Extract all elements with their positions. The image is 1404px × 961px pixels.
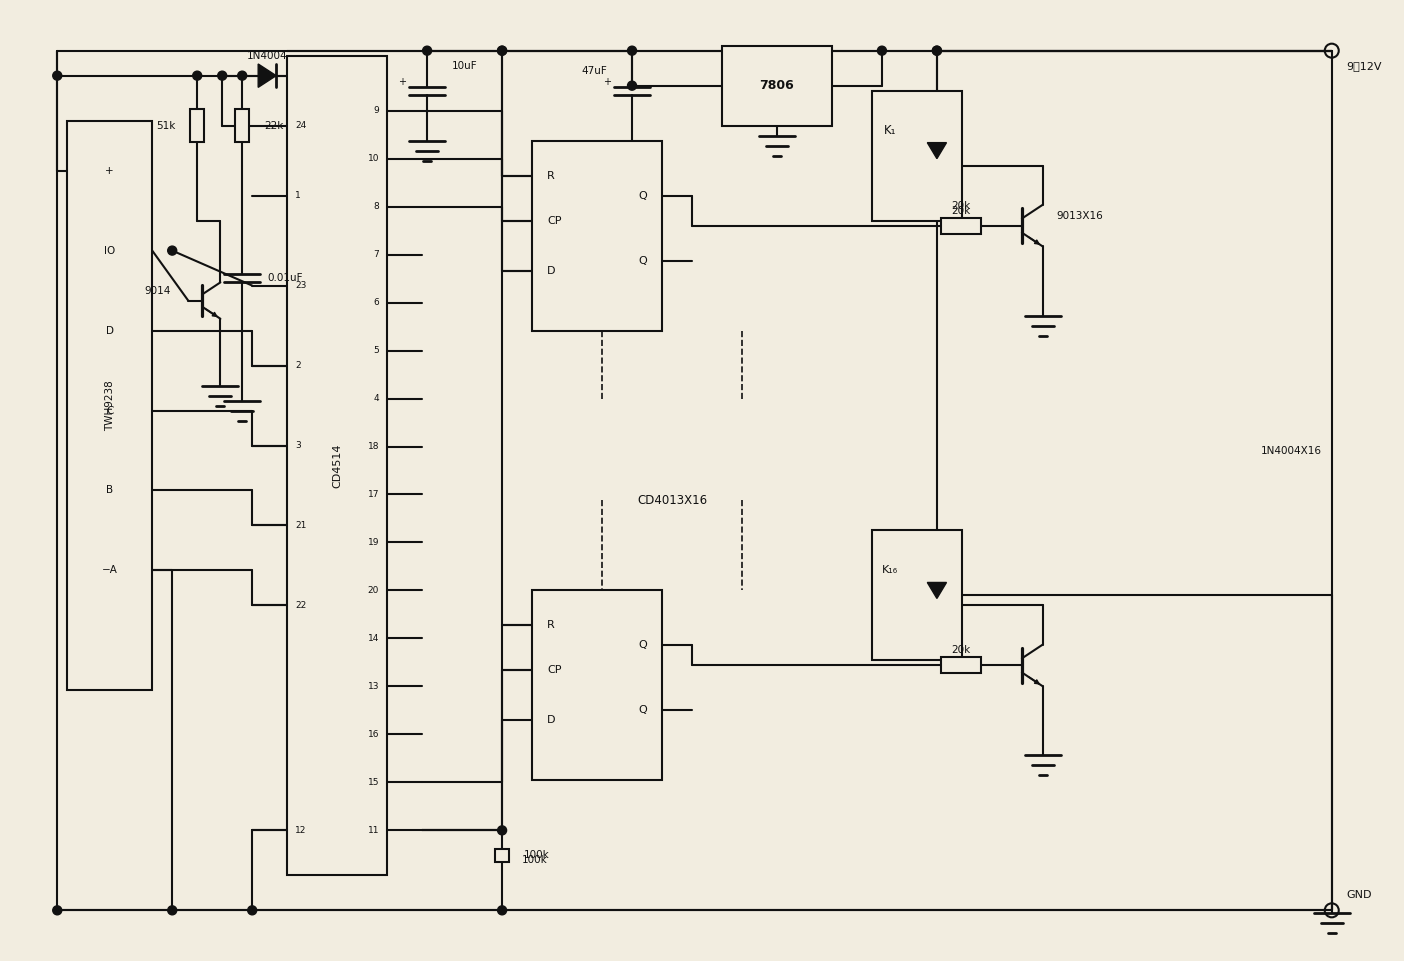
Circle shape <box>932 46 942 55</box>
Text: 8: 8 <box>373 202 379 211</box>
Text: IO: IO <box>104 246 115 256</box>
Text: 12: 12 <box>295 825 306 835</box>
Bar <box>190 109 204 142</box>
Text: 9: 9 <box>373 106 379 115</box>
Circle shape <box>497 906 507 915</box>
Text: 15: 15 <box>368 777 379 787</box>
Text: 10uF: 10uF <box>452 61 477 71</box>
Circle shape <box>628 46 636 55</box>
Text: 9014: 9014 <box>145 285 170 296</box>
Text: +: + <box>604 77 611 86</box>
Text: 0.01uF: 0.01uF <box>267 273 303 283</box>
Text: 7806: 7806 <box>760 79 795 92</box>
Text: D: D <box>548 265 556 276</box>
Text: CD4514: CD4514 <box>333 443 343 488</box>
Circle shape <box>497 46 507 55</box>
Text: 17: 17 <box>368 490 379 499</box>
Text: 11: 11 <box>368 825 379 835</box>
Text: −A: −A <box>102 565 118 576</box>
Text: 23: 23 <box>295 281 306 290</box>
Bar <box>872 90 962 221</box>
Circle shape <box>218 71 226 80</box>
Text: +: + <box>105 165 114 176</box>
Text: 9～12V: 9～12V <box>1346 61 1383 71</box>
Text: TWH9238: TWH9238 <box>105 381 115 431</box>
Text: 21: 21 <box>295 521 306 530</box>
Circle shape <box>423 46 431 55</box>
Text: Q: Q <box>639 190 647 201</box>
Bar <box>496 850 510 862</box>
Text: 22: 22 <box>295 601 306 610</box>
Text: CD4013X16: CD4013X16 <box>637 494 708 507</box>
Circle shape <box>497 46 507 55</box>
Text: 24: 24 <box>295 121 306 130</box>
Text: 6: 6 <box>373 298 379 308</box>
Text: R: R <box>548 171 555 181</box>
Text: +: + <box>399 77 406 86</box>
Text: B: B <box>107 485 114 496</box>
Circle shape <box>53 906 62 915</box>
Text: 3: 3 <box>295 441 300 450</box>
Bar <box>532 140 663 331</box>
Text: 1N4004: 1N4004 <box>247 51 288 61</box>
Text: Q̄: Q̄ <box>639 256 647 265</box>
Text: 20k: 20k <box>952 206 970 215</box>
Bar <box>288 56 388 875</box>
Text: 20k: 20k <box>952 201 970 210</box>
Text: 7: 7 <box>373 250 379 259</box>
Text: 100k: 100k <box>522 855 548 865</box>
Text: 18: 18 <box>368 442 379 451</box>
Text: 51k: 51k <box>156 121 176 131</box>
Circle shape <box>497 825 507 835</box>
Bar <box>236 109 249 142</box>
Text: CP: CP <box>548 215 562 226</box>
Text: 100k: 100k <box>524 850 550 860</box>
Circle shape <box>628 81 636 90</box>
Bar <box>872 530 962 660</box>
Text: 1: 1 <box>295 191 300 200</box>
Circle shape <box>932 46 942 55</box>
Bar <box>941 657 980 674</box>
Text: 5: 5 <box>373 346 379 355</box>
Text: K₁₆: K₁₆ <box>882 565 899 576</box>
Text: Q: Q <box>639 640 647 651</box>
Polygon shape <box>258 64 277 87</box>
Text: Q̄: Q̄ <box>639 705 647 715</box>
Bar <box>941 217 980 234</box>
Text: 47uF: 47uF <box>581 65 607 76</box>
Circle shape <box>247 906 257 915</box>
Text: 20: 20 <box>368 586 379 595</box>
Circle shape <box>192 71 202 80</box>
Text: K₁: K₁ <box>885 124 896 137</box>
Text: 4: 4 <box>373 394 379 403</box>
Text: CP: CP <box>548 665 562 676</box>
Text: 20k: 20k <box>952 646 970 655</box>
Text: 1N4004X16: 1N4004X16 <box>1261 446 1321 456</box>
Text: 2: 2 <box>295 361 300 370</box>
Text: 14: 14 <box>368 634 379 643</box>
Text: 10: 10 <box>368 154 379 163</box>
Text: 13: 13 <box>368 682 379 691</box>
Circle shape <box>878 46 886 55</box>
Circle shape <box>237 71 247 80</box>
Text: D: D <box>105 326 114 335</box>
Text: GND: GND <box>1346 890 1372 900</box>
Text: 9013X16: 9013X16 <box>1057 210 1104 221</box>
Circle shape <box>167 906 177 915</box>
Text: C: C <box>107 406 114 415</box>
Circle shape <box>167 246 177 255</box>
Polygon shape <box>927 582 946 599</box>
Polygon shape <box>927 142 946 159</box>
Text: R: R <box>548 621 555 630</box>
Bar <box>722 46 833 126</box>
Circle shape <box>53 71 62 80</box>
Text: 16: 16 <box>368 730 379 739</box>
Text: 19: 19 <box>368 538 379 547</box>
Text: 22k: 22k <box>264 121 284 131</box>
Text: D: D <box>548 715 556 726</box>
Bar <box>532 590 663 780</box>
Bar <box>67 121 152 690</box>
